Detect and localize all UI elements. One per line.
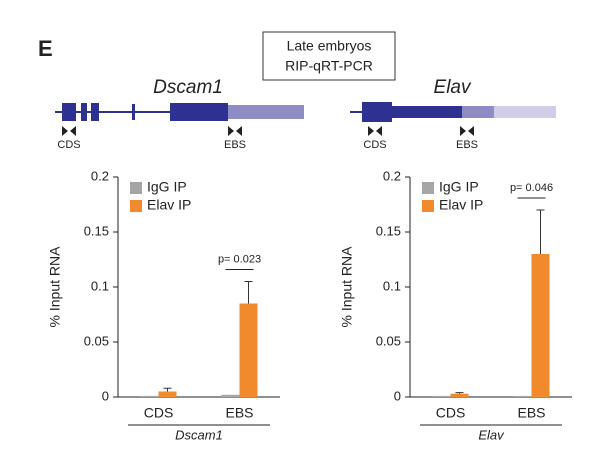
bar xyxy=(221,394,240,397)
y-axis-label: % Input RNA xyxy=(339,246,355,328)
legend-swatch xyxy=(130,200,142,212)
legend-label: IgG IP xyxy=(147,179,187,195)
gene-name: Elav xyxy=(434,77,472,98)
bar xyxy=(531,254,550,397)
legend-swatch xyxy=(130,182,142,194)
legend-swatch xyxy=(422,200,434,212)
legend-label: IgG IP xyxy=(439,179,479,195)
x-axis-label: Elav xyxy=(478,427,505,442)
bar xyxy=(239,303,258,397)
panel-label: E xyxy=(38,36,53,61)
site-label: CDS xyxy=(363,139,386,151)
site-label: CDS xyxy=(57,139,80,151)
site-label: EBS xyxy=(224,139,246,151)
y-tick-label: 0.1 xyxy=(383,278,401,293)
y-tick-label: 0 xyxy=(394,388,401,403)
y-axis-label: % Input RNA xyxy=(47,246,63,328)
error-bar xyxy=(536,209,545,254)
bar xyxy=(432,395,451,397)
gene-model xyxy=(55,103,304,136)
header-line: Late embryos xyxy=(287,38,372,54)
bar xyxy=(513,395,532,397)
p-value: p= 0.046 xyxy=(510,182,553,194)
header-box xyxy=(262,31,396,81)
p-value: p= 0.023 xyxy=(218,253,261,265)
y-tick-label: 0.15 xyxy=(84,223,109,238)
legend-label: Elav IP xyxy=(439,197,483,213)
error-bar xyxy=(455,392,464,394)
x-tick-label: CDS xyxy=(144,405,174,421)
x-tick-label: CDS xyxy=(436,405,466,421)
x-axis-label: Dscam1 xyxy=(175,427,223,442)
x-tick-label: EBS xyxy=(517,405,545,421)
y-tick-label: 0.05 xyxy=(84,333,109,348)
y-tick-label: 0.05 xyxy=(376,333,401,348)
gene-model xyxy=(350,102,556,136)
y-tick-label: 0.2 xyxy=(91,168,109,183)
y-tick-label: 0.1 xyxy=(91,278,109,293)
bar xyxy=(158,391,177,397)
bar xyxy=(450,393,469,397)
y-tick-label: 0 xyxy=(102,388,109,403)
error-bar xyxy=(244,281,253,304)
legend-swatch xyxy=(422,182,434,194)
x-tick-label: EBS xyxy=(225,405,253,421)
bar xyxy=(140,395,159,397)
y-tick-label: 0.15 xyxy=(376,223,401,238)
gene-name: Dscam1 xyxy=(153,77,223,98)
error-bar xyxy=(163,387,172,392)
legend-label: Elav IP xyxy=(147,197,191,213)
header-line: RIP-qRT-PCR xyxy=(285,58,373,74)
site-label: EBS xyxy=(456,139,478,151)
y-tick-label: 0.2 xyxy=(383,168,401,183)
